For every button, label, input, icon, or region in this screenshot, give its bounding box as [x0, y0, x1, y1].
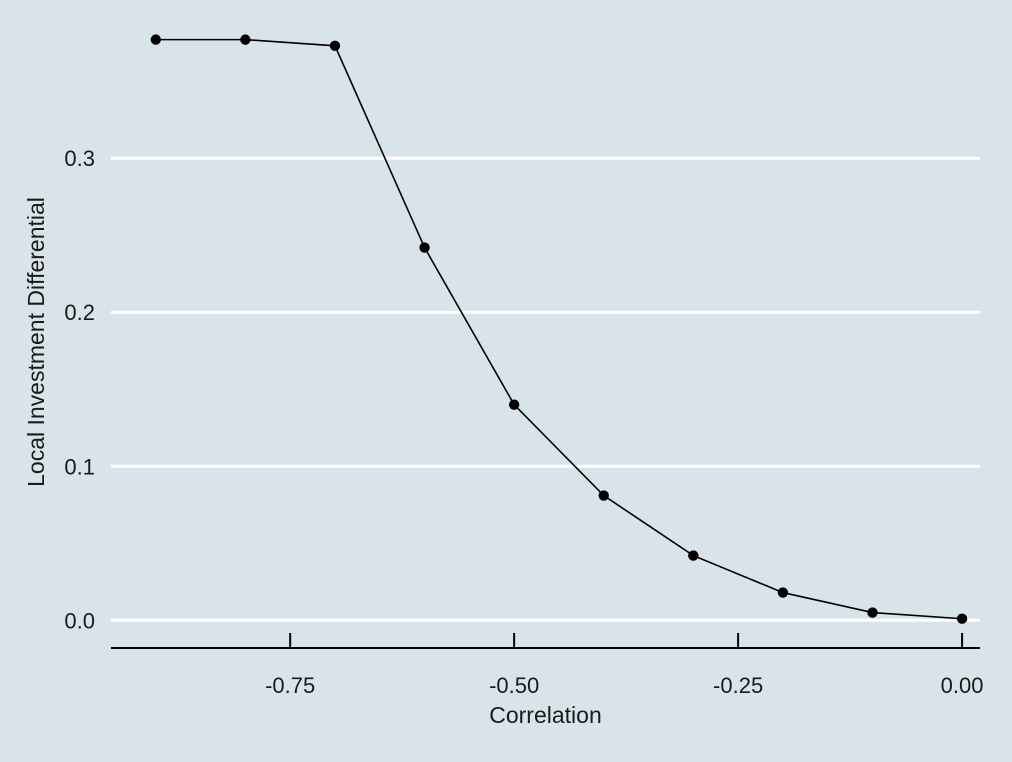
- data-point: [329, 40, 341, 51]
- x-tick-label: -0.75: [265, 673, 315, 698]
- data-point: [867, 607, 878, 618]
- x-tick-label: 0.00: [941, 673, 984, 698]
- x-tick-label: -0.50: [489, 673, 539, 698]
- series-line: [155, 38, 963, 620]
- y-tick-label: 0.2: [64, 300, 95, 325]
- y-axis-title: Local Investment Differential: [23, 197, 49, 487]
- data-point: [956, 613, 968, 624]
- data-point: [688, 550, 699, 561]
- series-layer: [150, 34, 968, 624]
- grid-lines: [111, 156, 980, 622]
- data-point: [419, 242, 430, 253]
- y-tick-label: 0.3: [64, 146, 95, 171]
- x-axis-title: Correlation: [489, 702, 602, 728]
- data-point: [777, 587, 789, 598]
- y-tick-label: 0.1: [64, 454, 95, 479]
- data-point: [508, 399, 520, 410]
- x-tick-label: -0.25: [713, 673, 763, 698]
- y-tick-label: 0.0: [64, 608, 95, 633]
- axes: 0.0 0.1 0.2 0.3 -0.75 -0.50 -0.25 0.00: [64, 146, 983, 698]
- data-point: [240, 34, 251, 45]
- data-point: [598, 490, 609, 501]
- data-point: [150, 34, 161, 45]
